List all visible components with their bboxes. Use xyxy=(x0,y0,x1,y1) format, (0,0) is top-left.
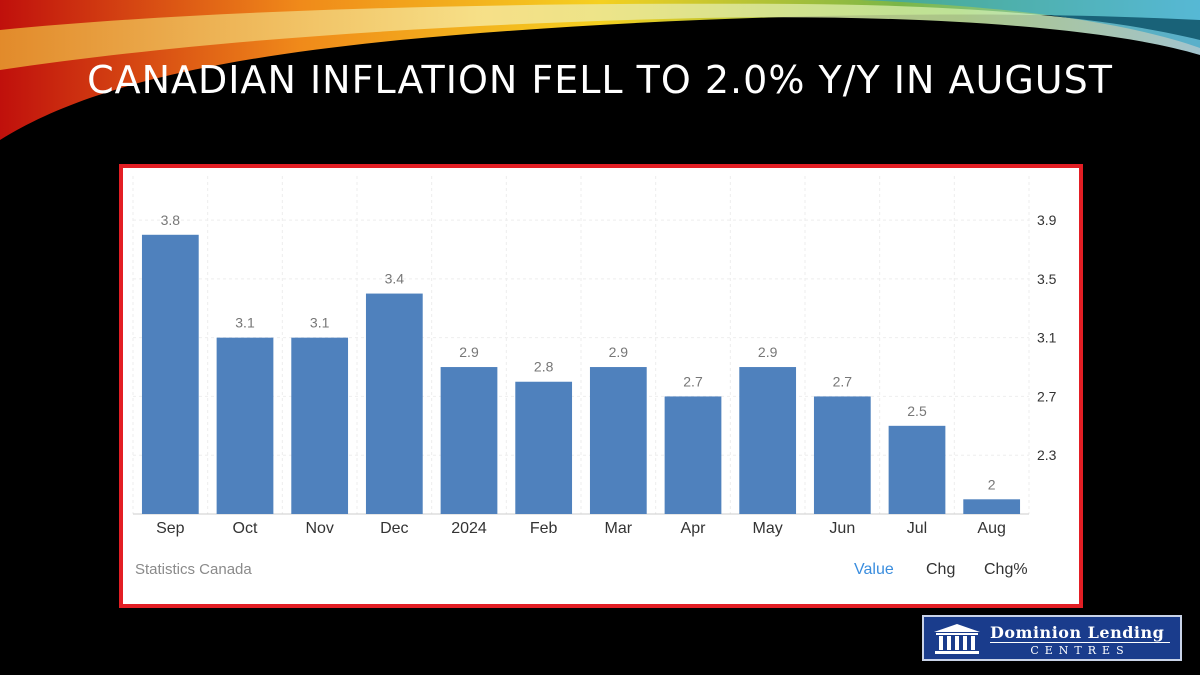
bar-value-label: 3.1 xyxy=(310,315,330,331)
x-category-label: 2024 xyxy=(451,520,487,537)
bar-value-label: 2.8 xyxy=(534,359,554,375)
bar[interactable] xyxy=(141,234,199,515)
y-tick-label: 3.5 xyxy=(1037,271,1057,287)
slide-title: CANADIAN INFLATION FELL TO 2.0% Y/Y IN A… xyxy=(87,58,1113,102)
y-tick-label: 3.1 xyxy=(1037,330,1057,346)
source-label: Statistics Canada xyxy=(135,561,252,578)
y-tick-label: 2.3 xyxy=(1037,447,1057,463)
bar[interactable] xyxy=(888,425,946,514)
x-category-label: Dec xyxy=(380,520,408,537)
bar[interactable] xyxy=(589,367,647,514)
x-category-label: Mar xyxy=(605,520,633,537)
dominion-lending-logo: Dominion Lending CENTRES xyxy=(922,615,1182,661)
x-category-label: Nov xyxy=(305,520,333,537)
y-tick-label: 3.9 xyxy=(1037,212,1057,228)
bar-value-label: 3.4 xyxy=(385,271,405,287)
x-category-label: Sep xyxy=(156,520,185,537)
bar[interactable] xyxy=(515,381,573,514)
x-category-label: Oct xyxy=(233,520,258,537)
x-category-label: Aug xyxy=(977,520,1005,537)
bar-value-label: 2 xyxy=(988,476,996,492)
bar-value-label: 2.9 xyxy=(609,344,629,360)
bar[interactable] xyxy=(739,367,797,514)
bar-value-label: 2.9 xyxy=(459,344,479,360)
bar[interactable] xyxy=(291,337,349,514)
y-tick-label: 2.7 xyxy=(1037,388,1057,404)
x-category-label: May xyxy=(753,520,783,537)
x-category-label: Jun xyxy=(829,520,855,537)
bar[interactable] xyxy=(664,396,722,514)
bar-chart: 2.3 2.7 3.1 3.5 3.9 3.8 Sep 3.1 Oct 3.1 Nov 3.4 Dec 2… xyxy=(132,176,1057,537)
bar-value-label: 2.7 xyxy=(833,373,853,389)
x-category-label: Apr xyxy=(681,520,707,537)
logo-text-secondary: CENTRES xyxy=(990,642,1170,657)
bar[interactable] xyxy=(440,367,498,514)
bar-value-label: 2.5 xyxy=(907,403,927,419)
tab-value[interactable]: Value xyxy=(854,561,894,578)
bar[interactable] xyxy=(963,499,1021,514)
chart-frame: 2.3 2.7 3.1 3.5 3.9 3.8 Sep 3.1 Oct 3.1 Nov 3.4 Dec 2… xyxy=(119,164,1083,608)
columns-building-icon xyxy=(934,624,980,654)
x-category-label: Feb xyxy=(530,520,558,537)
x-category-label: Jul xyxy=(907,520,927,537)
logo-text-primary: Dominion Lending xyxy=(990,623,1165,642)
bar-value-label: 3.1 xyxy=(235,315,255,331)
tab-chg[interactable]: Chg xyxy=(926,561,956,578)
bar[interactable] xyxy=(365,293,423,514)
bar-value-label: 3.8 xyxy=(161,212,181,228)
bar[interactable] xyxy=(216,337,274,514)
bar[interactable] xyxy=(813,396,871,514)
tab-chg-percent[interactable]: Chg% xyxy=(984,561,1028,578)
bar-value-label: 2.9 xyxy=(758,344,778,360)
bar-value-label: 2.7 xyxy=(683,373,703,389)
decorative-swoosh-banner xyxy=(0,0,1200,140)
